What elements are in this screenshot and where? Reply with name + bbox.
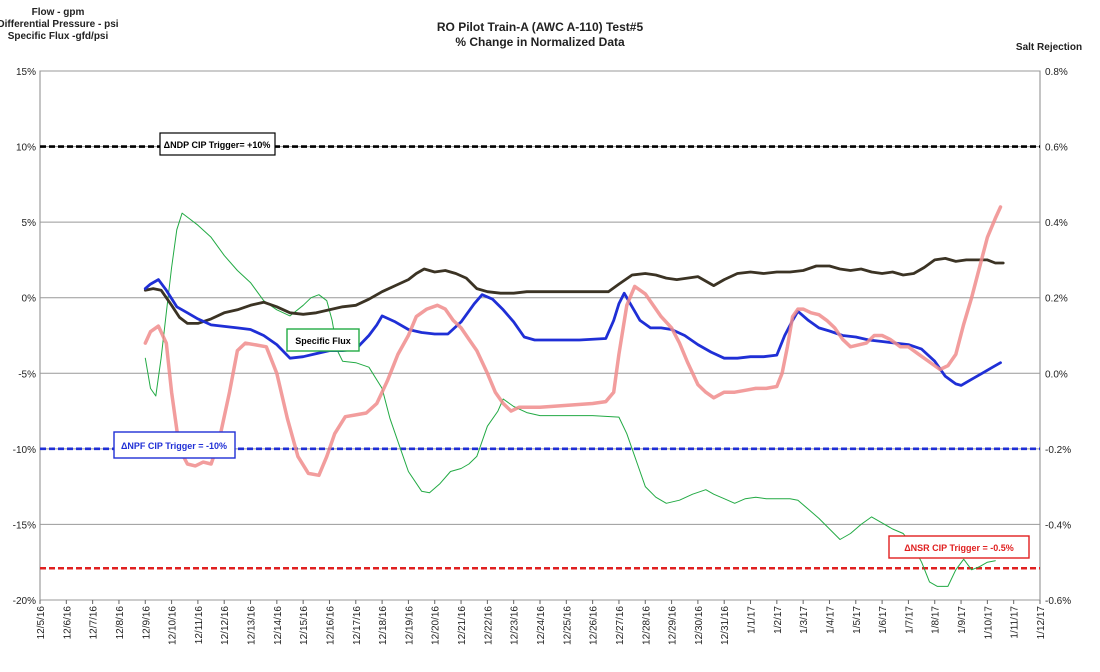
x-tick-label: 12/13/16 (247, 606, 258, 645)
x-tick-label: 12/8/16 (115, 606, 126, 640)
x-tick-label: 12/30/16 (694, 606, 705, 645)
series-line-1 (143, 257, 1005, 325)
x-tick-label: 12/14/16 (273, 606, 284, 645)
npf-trigger-annotation: ΔNPF CIP Trigger = -10% (113, 431, 236, 459)
x-tick-label: 12/31/16 (720, 606, 731, 645)
x-tick-label: 1/7/17 (904, 606, 915, 634)
x-tick-label: 1/1/17 (747, 606, 758, 634)
x-tick-label: 12/10/16 (168, 606, 179, 645)
x-tick-label: 1/11/17 (1010, 606, 1021, 639)
ndp-trigger-annotation: ΔNDP CIP Trigger= +10% (159, 132, 276, 156)
x-tick-label: 1/10/17 (983, 606, 994, 640)
series-line-3 (143, 205, 1003, 478)
y-right-tick-label: 0.4% (1045, 218, 1068, 229)
x-tick-label: 1/4/17 (825, 606, 836, 634)
x-tick-label: 12/11/16 (194, 606, 205, 645)
x-tick-label: 1/8/17 (931, 606, 942, 634)
x-tick-label: 12/27/16 (615, 606, 626, 645)
specific-flux-annotation: Specific Flux (286, 328, 360, 352)
left-axis-label-flow: Flow - gpm (32, 7, 85, 18)
y-left-tick-label: 0% (22, 294, 37, 305)
series-line-2 (143, 278, 1002, 387)
y-right-tick-label: 0.6% (1045, 143, 1068, 154)
x-tick-label: 1/3/17 (799, 606, 810, 634)
x-tick-label: 12/6/16 (62, 606, 73, 640)
x-tick-label: 12/18/16 (378, 606, 389, 645)
nsr-trigger-label: ΔNSR CIP Trigger = -0.5% (904, 543, 1014, 553)
x-tick-label: 12/9/16 (141, 606, 152, 640)
npf-trigger-label: ΔNPF CIP Trigger = -10% (121, 441, 227, 451)
x-tick-label: 12/26/16 (589, 606, 600, 645)
y-right-tick-label: -0.4% (1045, 520, 1071, 531)
x-tick-label: 12/5/16 (36, 606, 47, 640)
x-tick-label: 1/12/17 (1036, 606, 1047, 640)
chart-title: RO Pilot Train-A (AWC A-110) Test#5 (437, 20, 644, 34)
y-left-tick-label: 5% (22, 218, 37, 229)
x-tick-label: 12/22/16 (483, 606, 494, 645)
y-right-tick-label: -0.6% (1045, 596, 1071, 607)
x-tick-label: 12/21/16 (457, 606, 468, 645)
y-right-tick-labels: 0.8% 0.6% 0.4% 0.2% 0.0% -0.2% -0.4% -0.6% (1045, 67, 1071, 607)
y-left-tick-labels: 15% 10% 5% 0% -5% -10% -15% -20% (13, 67, 36, 607)
x-tick-label: 12/17/16 (352, 606, 363, 645)
ndp-trigger-label: ΔNDP CIP Trigger= +10% (164, 140, 271, 150)
left-axis-label-flux: Specific Flux -gfd/psi (8, 31, 109, 42)
left-axis-label-dp: Differential Pressure - psi (0, 19, 119, 30)
y-right-tick-label: -0.2% (1045, 445, 1071, 456)
x-tick-labels: 12/5/16 12/6/16 12/7/16 12/8/16 12/9/16 12/10… (36, 600, 1047, 645)
x-tick-label: 12/24/16 (536, 606, 547, 645)
series-line-0 (144, 212, 996, 587)
x-tick-label: 12/16/16 (325, 606, 336, 645)
x-tick-label: 12/25/16 (562, 606, 573, 645)
x-tick-label: 12/15/16 (299, 606, 310, 645)
x-tick-label: 1/9/17 (957, 606, 968, 634)
x-tick-label: 12/12/16 (220, 606, 231, 645)
x-tick-label: 1/2/17 (773, 606, 784, 634)
nsr-trigger-annotation: ΔNSR CIP Trigger = -0.5% (888, 535, 1030, 559)
x-tick-label: 12/28/16 (641, 606, 652, 645)
chart-subtitle: % Change in Normalized Data (455, 35, 625, 49)
series-layer (143, 205, 1005, 587)
y-right-tick-label: 0.0% (1045, 369, 1068, 380)
y-left-tick-label: -20% (13, 596, 36, 607)
y-right-tick-label: 0.8% (1045, 67, 1068, 78)
x-tick-label: 12/23/16 (510, 606, 521, 645)
y-left-tick-label: 10% (16, 143, 36, 154)
y-right-tick-label: 0.2% (1045, 294, 1068, 305)
x-tick-label: 12/7/16 (89, 606, 100, 640)
specific-flux-label: Specific Flux (295, 336, 351, 346)
x-tick-label: 12/20/16 (431, 606, 442, 645)
y-left-tick-label: 15% (16, 67, 36, 78)
y-left-tick-label: -10% (13, 445, 36, 456)
x-tick-label: 12/19/16 (404, 606, 415, 645)
y-left-tick-label: -15% (13, 520, 36, 531)
right-axis-label: Salt Rejection (1016, 42, 1082, 53)
y-left-tick-label: -5% (18, 369, 36, 380)
x-tick-label: 1/5/17 (852, 606, 863, 634)
x-tick-label: 1/6/17 (878, 606, 889, 634)
x-tick-label: 12/29/16 (668, 606, 679, 645)
